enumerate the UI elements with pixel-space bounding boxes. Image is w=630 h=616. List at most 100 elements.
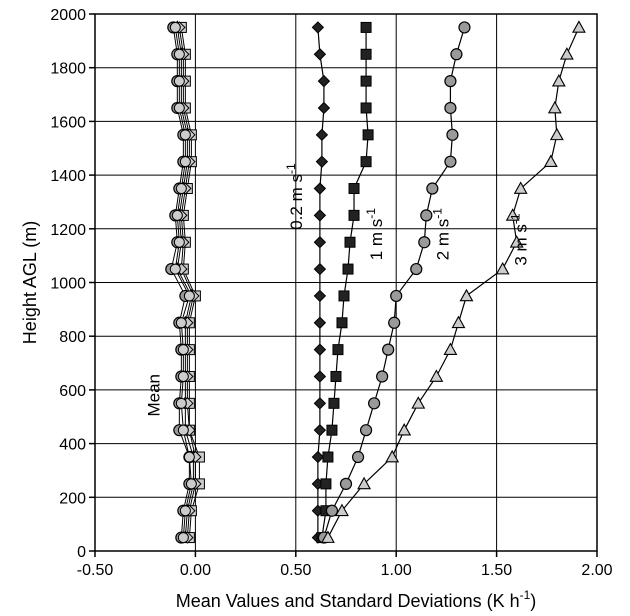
series-1ms-point-3	[322, 451, 334, 463]
series-2ms-point-12	[420, 209, 433, 222]
series-2ms-point-18	[450, 48, 463, 61]
series-1ms-point-7	[332, 344, 344, 356]
series-mean-point-4-4	[177, 424, 189, 436]
y-tick-label-10: 2000	[50, 7, 86, 24]
series-mean-point-19-4	[169, 21, 181, 33]
series-2ms-point-2	[339, 477, 353, 490]
series-mean-point-15-4	[179, 129, 191, 141]
series-2ms-point-17	[444, 75, 457, 88]
series-1ms-point-4	[326, 424, 338, 436]
series-3ms-point-5	[411, 396, 426, 409]
label-2ms: 2 m s-1	[430, 208, 452, 261]
series-2ms-point-10	[410, 262, 423, 276]
series-1ms-point-15	[362, 129, 374, 141]
series-3ms-point-9	[459, 288, 474, 302]
series-layer	[165, 20, 586, 544]
y-axis-title: Height AGL (m)	[20, 221, 40, 344]
series-0-2ms-point-14	[315, 155, 329, 168]
series-3ms-point-14	[543, 154, 558, 168]
series-2ms-point-9	[390, 289, 403, 303]
x-axis-title-tail: )	[530, 591, 536, 611]
series-1ms-point-16	[360, 102, 372, 114]
x-tick-label-1: 0.00	[180, 562, 211, 579]
x-tick-label-3: 1.00	[381, 562, 412, 579]
series-1ms-point-12	[348, 209, 360, 221]
series-2ms-point-13	[426, 182, 439, 195]
series-2ms-point-4	[359, 424, 373, 437]
series-0-2ms-point-18	[313, 48, 327, 61]
series-2ms-point-1	[325, 504, 339, 517]
series-mean-point-7-4	[177, 344, 189, 356]
x-tick-label-5: 2.00	[581, 562, 612, 579]
x-axis-title-sup: -1	[520, 588, 531, 602]
series-mean-point-17-4	[173, 75, 185, 87]
series-3ms-point-11	[509, 235, 524, 248]
series-2ms-point-3	[351, 450, 365, 464]
series-0-2ms-point-17	[317, 74, 331, 88]
series-0-2ms-point-9	[313, 289, 327, 303]
series-2ms	[317, 21, 471, 544]
series-3ms-point-10	[495, 261, 510, 275]
series-mean-point-6-4	[177, 370, 189, 382]
y-tick-label-1: 200	[59, 490, 86, 507]
y-tick-label-7: 1400	[50, 168, 86, 185]
series-2ms-point-15	[446, 128, 459, 141]
series-1ms-point-13	[348, 183, 360, 195]
series-2ms-point-19	[458, 21, 471, 34]
series-0-2ms-point-5	[313, 397, 327, 410]
series-2ms-point-5	[368, 397, 381, 410]
series-3ms-point-2	[357, 476, 372, 490]
label-2ms-main: 2 m s	[433, 219, 452, 261]
series-2ms-point-6	[376, 370, 389, 383]
series-mean-point-0-4	[177, 532, 189, 544]
series-1ms-point-8	[336, 317, 348, 329]
series-3ms-point-3	[385, 449, 400, 463]
series-mean-point-2-4	[185, 478, 197, 490]
series-mean-point-3-4	[183, 451, 195, 463]
series-3ms-point-12	[505, 208, 520, 221]
y-tick-label-4: 800	[59, 329, 86, 346]
series-1ms-point-10	[342, 263, 354, 275]
series-mean-point-5-4	[175, 397, 187, 409]
series-mean-point-11-4	[173, 236, 185, 248]
series-1ms-point-18	[360, 48, 372, 60]
series-2ms-point-8	[388, 316, 401, 329]
label-0-2ms-sup: -1	[284, 163, 298, 174]
series-0-2ms-point-15	[315, 128, 329, 142]
series-3ms	[320, 20, 586, 543]
x-tick-label-4: 1.50	[481, 562, 512, 579]
y-tick-label-8: 1600	[50, 114, 86, 131]
label-2ms-sup: -1	[430, 208, 444, 219]
series-2ms-point-14	[444, 155, 457, 168]
series-3ms-point-19	[571, 20, 586, 33]
series-0-2ms-point-11	[313, 236, 327, 249]
series-3ms-point-7	[443, 342, 458, 355]
series-3ms-point-0	[320, 530, 335, 543]
y-tick-label-2: 400	[59, 437, 86, 454]
x-tick-label-0: -0.50	[77, 562, 114, 579]
series-mean-point-16-4	[173, 102, 185, 114]
series-2ms-point-7	[382, 343, 395, 356]
series-1ms-point-2	[320, 478, 332, 490]
series-3ms-point-15	[549, 127, 564, 141]
tick-labels: -0.50 0.00 0.50 1.00 1.50 2.00 0 200 400 600 800 10…	[50, 7, 612, 579]
series-0-2ms	[311, 21, 331, 544]
series-3ms-point-8	[451, 315, 466, 329]
series-3ms-point-16	[547, 100, 562, 114]
series-1ms-point-6	[330, 370, 342, 382]
y-tick-label-9: 1800	[50, 61, 86, 78]
label-1ms: 1 m s-1	[364, 208, 386, 261]
y-tick-label-6: 1200	[50, 222, 86, 239]
series-1ms-point-11	[344, 236, 356, 248]
series-0-2ms-point-8	[313, 316, 327, 329]
series-1ms-point-9	[338, 290, 350, 302]
series-0-2ms-point-13	[313, 182, 327, 195]
series-mean-point-13-4	[175, 183, 187, 195]
series-0-2ms-point-6	[313, 370, 327, 383]
series-0-2ms-point-19	[311, 21, 325, 34]
series-0-2ms-point-4	[313, 423, 327, 437]
label-3ms: 3 m s-1	[509, 213, 531, 266]
series-mean-point-18-4	[173, 48, 185, 60]
